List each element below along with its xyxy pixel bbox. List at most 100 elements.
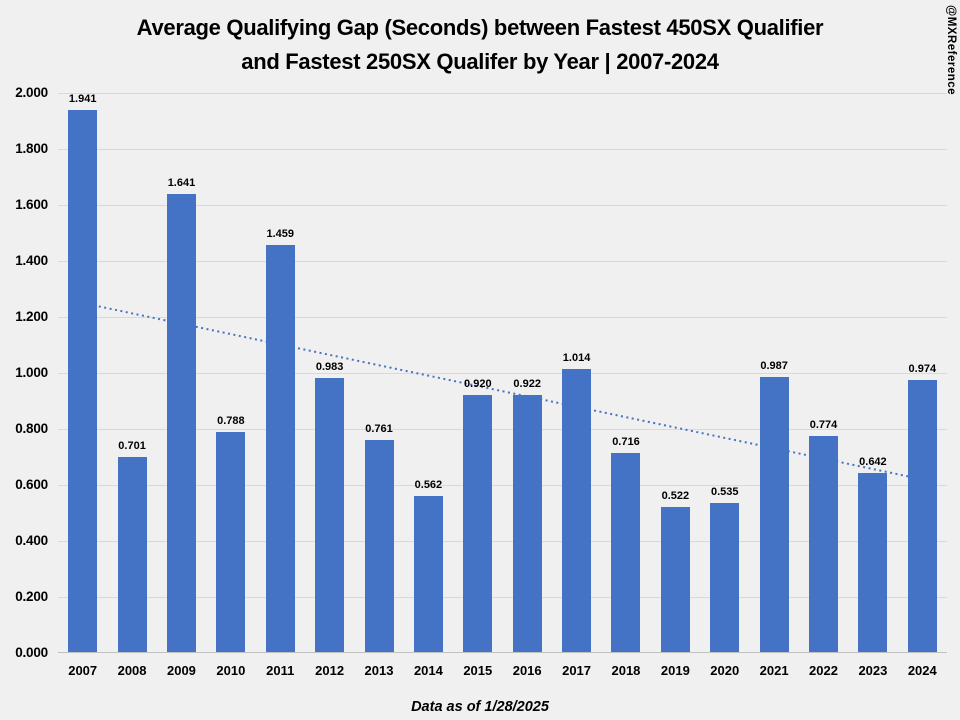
y-axis-label: 1.000	[15, 365, 48, 380]
gridline	[58, 541, 947, 542]
gridline	[58, 149, 947, 150]
watermark-text: @MXReference	[945, 5, 957, 96]
y-axis-label: 1.600	[15, 197, 48, 212]
bar-slot-2010: 0.788	[206, 93, 255, 653]
bar-2017	[562, 369, 592, 653]
bar-2021	[759, 376, 789, 653]
bar-data-label: 0.761	[365, 422, 393, 435]
bar-slot-2020: 0.535	[700, 93, 749, 653]
y-axis-label: 0.800	[15, 421, 48, 436]
bar-data-label: 0.774	[809, 419, 838, 432]
x-axis-label: 2015	[463, 663, 493, 678]
x-axis-label: 2009	[166, 663, 196, 678]
bar-slot-2016: 0.922	[503, 93, 552, 653]
bar-2007	[68, 110, 98, 653]
chart-title: Average Qualifying Gap (Seconds) between…	[0, 11, 960, 79]
gridline	[58, 205, 947, 206]
bar-data-label: 0.642	[859, 456, 887, 469]
bar-slot-2013: 0.761	[354, 93, 403, 653]
bar-2010	[216, 432, 246, 653]
gridline	[58, 373, 947, 374]
bar-slot-2022: 0.774	[799, 93, 848, 653]
bar-2019	[660, 506, 690, 653]
x-axis-label: 2021	[759, 663, 789, 678]
x-axis-label: 2013	[364, 663, 394, 678]
x-axis-label: 2010	[216, 663, 246, 678]
bar-slot-2008: 0.701	[107, 93, 156, 653]
footer-note: Data as of 1/28/2025	[411, 699, 549, 715]
bar-slot-2018: 0.716	[601, 93, 650, 653]
y-axis-label: 2.000	[15, 85, 48, 100]
x-axis-label: 2011	[266, 663, 295, 678]
y-axis-label: 1.800	[15, 141, 48, 156]
bar-data-label: 1.941	[68, 93, 97, 105]
x-axis-label: 2020	[710, 663, 740, 678]
bar-2024	[907, 380, 937, 653]
bar-slot-2011: 1.459	[256, 93, 305, 653]
bar-data-label: 1.641	[167, 176, 196, 189]
plot-area: 1.941 0.701 1.641 0.788 1.459 0.983 0.761 0.562…	[58, 93, 947, 653]
x-axis-label: 2023	[858, 663, 888, 678]
bar-2018	[611, 452, 641, 653]
x-axis-label: 2018	[611, 663, 641, 678]
bar-2016	[512, 394, 542, 653]
chart-title-line2: and Fastest 250SX Qualifer by Year | 200…	[241, 49, 719, 74]
bar-data-label: 0.987	[760, 359, 788, 372]
gridline	[58, 597, 947, 598]
x-axis-label: 2017	[562, 663, 592, 678]
bar-2011	[265, 244, 295, 653]
chart-title-line1: Average Qualifying Gap (Seconds) between…	[136, 15, 824, 40]
bars-container: 1.941 0.701 1.641 0.788 1.459 0.983 0.761 0.562…	[58, 93, 947, 653]
bar-slot-2024: 0.974	[898, 93, 947, 653]
bar-slot-2021: 0.987	[749, 93, 798, 653]
x-axis-label: 2019	[660, 663, 690, 678]
x-axis-label: 2024	[907, 663, 937, 678]
bar-2014	[413, 495, 443, 653]
gridline	[58, 93, 947, 94]
bar-slot-2007: 1.941	[58, 93, 107, 653]
bar-data-label: 0.983	[315, 360, 344, 373]
y-axis-label: 0.600	[15, 477, 48, 492]
bar-2015	[463, 395, 493, 653]
bar-2013	[364, 439, 394, 653]
x-axis-label: 2016	[512, 663, 542, 678]
gridline	[58, 429, 947, 430]
bar-data-label: 0.788	[217, 415, 245, 428]
bar-data-label: 0.562	[414, 478, 443, 491]
bar-data-label: 0.535	[710, 486, 739, 499]
bar-slot-2015: 0.920	[453, 93, 502, 653]
y-axis-label: 0.000	[15, 645, 48, 660]
gridline	[58, 317, 947, 318]
bar-2012	[315, 377, 345, 653]
bar-data-label: 0.701	[118, 439, 146, 452]
bar-data-label: 0.716	[612, 435, 640, 448]
bar-data-label: 0.920	[464, 378, 492, 391]
bar-slot-2012: 0.983	[305, 93, 354, 653]
bar-data-label: 1.459	[266, 227, 294, 240]
bar-data-label: 0.922	[513, 377, 541, 390]
bar-2023	[858, 473, 888, 653]
bar-2020	[710, 503, 740, 653]
bar-data-label: 0.974	[908, 363, 937, 376]
y-axis-label: 1.200	[15, 309, 48, 324]
bar-slot-2017: 1.014	[552, 93, 601, 653]
x-axis-label: 2007	[68, 663, 98, 678]
bar-2022	[809, 436, 839, 653]
x-axis-label: 2022	[809, 663, 838, 678]
bar-2008	[117, 456, 147, 653]
bar-data-label: 1.014	[562, 352, 591, 365]
y-axis-label: 0.400	[15, 533, 48, 548]
x-axis-label: 2012	[315, 663, 345, 678]
bar-data-label: 0.522	[661, 489, 690, 502]
gridline	[58, 485, 947, 486]
y-axis-label: 0.200	[15, 589, 48, 604]
bar-2009	[166, 193, 196, 653]
bar-slot-2014: 0.562	[404, 93, 453, 653]
bar-slot-2023: 0.642	[848, 93, 897, 653]
x-axis-line	[58, 652, 947, 653]
x-axis-label: 2014	[413, 663, 443, 678]
y-axis-label: 1.400	[15, 253, 48, 268]
bar-slot-2009: 1.641	[157, 93, 206, 653]
bar-slot-2019: 0.522	[651, 93, 700, 653]
